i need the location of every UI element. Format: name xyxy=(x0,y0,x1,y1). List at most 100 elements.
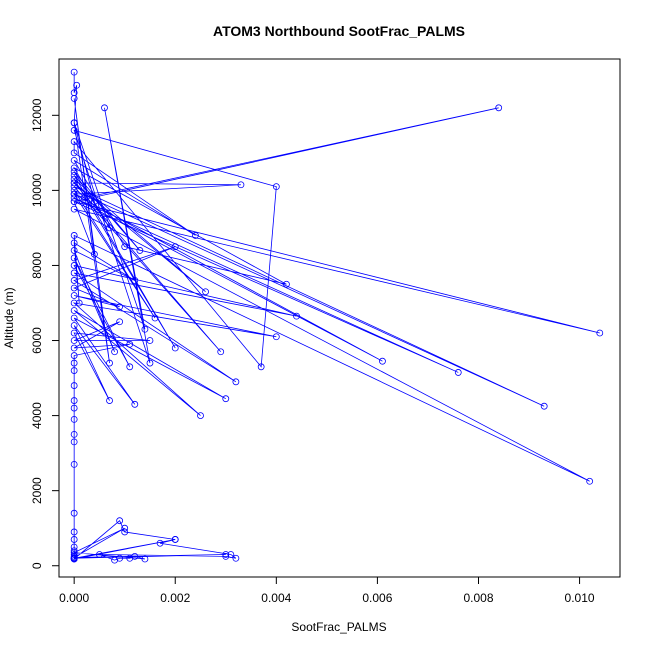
data-point xyxy=(70,307,78,314)
data-point xyxy=(70,337,78,344)
data-point xyxy=(70,171,78,179)
data-point xyxy=(192,232,199,239)
data-point xyxy=(90,198,98,206)
data-point xyxy=(70,460,78,468)
data-point xyxy=(222,551,230,558)
data-point xyxy=(222,395,230,403)
data-point xyxy=(116,554,124,562)
data-point xyxy=(70,269,78,277)
y-tick-label: 12000 xyxy=(30,98,44,132)
data-point xyxy=(70,149,78,157)
data-point xyxy=(70,95,78,102)
data-point xyxy=(70,404,78,412)
data-point xyxy=(232,378,240,386)
data-point xyxy=(156,539,164,547)
data-point xyxy=(70,352,78,359)
data-point xyxy=(70,138,78,145)
data-point xyxy=(379,357,386,365)
data-point xyxy=(70,382,78,389)
data-point xyxy=(70,156,78,164)
data-point xyxy=(80,194,88,202)
data-point xyxy=(146,337,154,344)
data-point xyxy=(70,284,78,292)
data-point xyxy=(70,299,78,307)
data-point xyxy=(217,348,225,356)
y-tick-label: 0 xyxy=(30,562,44,569)
data-point xyxy=(171,243,179,251)
data-point xyxy=(106,397,113,404)
data-point xyxy=(70,198,78,206)
data-point xyxy=(197,412,204,419)
data-point xyxy=(293,312,300,320)
data-point xyxy=(121,243,129,251)
data-point xyxy=(116,318,124,326)
data-point xyxy=(111,348,118,356)
data-point xyxy=(90,250,98,258)
data-point xyxy=(70,344,78,352)
data-point xyxy=(70,164,78,172)
data-point xyxy=(70,322,78,329)
data-point xyxy=(495,104,503,112)
data-point xyxy=(70,551,78,558)
x-tick-label: 0.004 xyxy=(261,591,291,605)
data-point xyxy=(136,247,144,254)
data-point xyxy=(70,126,78,134)
data-point xyxy=(70,175,78,183)
data-point xyxy=(283,280,290,288)
data-point xyxy=(70,314,78,322)
data-point xyxy=(126,340,134,348)
data-point xyxy=(70,68,78,76)
data-point xyxy=(70,536,78,543)
data-point xyxy=(70,367,78,374)
series-line xyxy=(72,72,600,561)
data-point xyxy=(106,359,113,367)
data-point xyxy=(202,288,209,296)
data-point xyxy=(141,325,149,333)
data-point xyxy=(232,554,240,562)
data-point xyxy=(70,168,78,176)
data-point xyxy=(141,555,149,563)
series-layer xyxy=(70,68,604,564)
data-point xyxy=(70,179,78,187)
data-point xyxy=(70,359,78,367)
data-point xyxy=(272,183,280,191)
data-point xyxy=(70,194,78,202)
data-point xyxy=(101,104,108,112)
data-point xyxy=(222,552,230,560)
data-point xyxy=(70,329,78,337)
x-axis: 0.000 0.002 0.004 0.006 0.008 0.010 xyxy=(59,576,595,605)
data-point xyxy=(171,536,179,543)
x-axis-label: SootFrac_PALMS xyxy=(291,620,386,634)
data-point xyxy=(70,183,78,191)
data-point xyxy=(70,415,78,423)
data-point xyxy=(237,181,245,189)
data-point xyxy=(70,430,78,438)
y-tick-label: 4000 xyxy=(30,402,44,429)
y-tick-label: 2000 xyxy=(30,477,44,504)
data-point xyxy=(73,81,81,89)
data-point xyxy=(596,329,604,337)
data-point xyxy=(586,477,594,485)
data-point xyxy=(70,262,78,269)
data-point xyxy=(70,119,78,127)
data-point xyxy=(70,555,78,563)
data-point xyxy=(70,190,78,198)
x-tick-label: 0.000 xyxy=(59,591,89,605)
data-point xyxy=(106,224,113,232)
x-tick-label: 0.010 xyxy=(565,591,595,605)
data-point xyxy=(116,303,124,311)
y-tick-label: 8000 xyxy=(30,252,44,279)
data-point xyxy=(70,254,78,262)
data-point xyxy=(70,438,78,446)
data-point xyxy=(70,186,78,194)
data-point xyxy=(70,232,78,239)
x-tick-label: 0.008 xyxy=(463,591,493,605)
x-tick-label: 0.002 xyxy=(160,591,190,605)
data-point xyxy=(146,359,154,367)
data-point xyxy=(131,277,139,284)
data-point xyxy=(121,528,129,536)
data-point xyxy=(131,400,139,408)
data-point xyxy=(70,292,78,299)
data-point xyxy=(70,239,78,247)
